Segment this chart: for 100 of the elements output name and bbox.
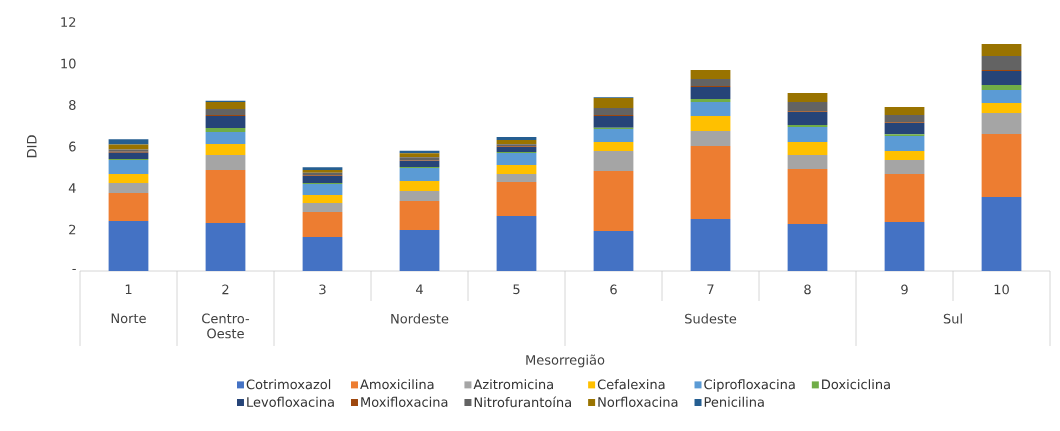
bar (787, 155, 828, 169)
legend-label: Moxifloxacina (361, 396, 448, 407)
bar (981, 85, 1022, 91)
bar (399, 190, 440, 202)
legend-label: Penicilina (704, 396, 764, 407)
bar (884, 174, 925, 223)
bar (593, 141, 634, 152)
legend-label: Cotrimoxazol (246, 379, 331, 390)
bar (593, 129, 634, 142)
y-tick-label: 6 (69, 141, 76, 152)
text: Nordeste (391, 313, 449, 324)
text: Sudeste (685, 313, 737, 324)
x-tick-label: 4 (416, 284, 423, 295)
bar (981, 56, 1022, 70)
y-tick-label: - (72, 268, 76, 270)
text: Norte (111, 313, 146, 324)
bar (205, 131, 246, 145)
bar (981, 134, 1022, 197)
x-tick-label: 6 (610, 284, 617, 295)
y-axis-title: DID (26, 135, 37, 158)
bar (593, 97, 634, 108)
bar (884, 159, 925, 175)
bar (884, 107, 925, 115)
y-tick-label: 4 (68, 183, 76, 193)
bar (884, 222, 925, 271)
bar (884, 114, 925, 123)
bar (593, 107, 634, 115)
bar (787, 92, 828, 103)
text: Centro-Oeste (202, 313, 250, 339)
bar (496, 140, 537, 145)
bar (399, 168, 440, 181)
bar (690, 146, 731, 219)
legend-label: Ciprofloxacina (704, 379, 795, 392)
bar (981, 196, 1022, 271)
y-tick-label: 2 (69, 224, 76, 235)
bar (399, 153, 440, 158)
bar (205, 128, 246, 132)
x-tick-label: 9 (901, 284, 908, 295)
bar (302, 212, 343, 237)
bar (399, 201, 440, 230)
bar (981, 90, 1022, 103)
bar (593, 170, 634, 231)
x-tick-label: 2 (222, 284, 229, 295)
bar (302, 175, 343, 184)
bar (690, 218, 731, 271)
bar (108, 159, 149, 175)
bar (302, 195, 343, 203)
bar (496, 136, 537, 141)
bar (399, 161, 440, 168)
bar (690, 69, 731, 80)
bar (205, 223, 246, 271)
bar (981, 43, 1022, 57)
bar (108, 192, 149, 221)
bar (690, 98, 731, 103)
legend-label: Cefalexina (597, 379, 665, 390)
y-tick-label: 8 (69, 100, 76, 110)
bar (593, 116, 634, 128)
bar (205, 169, 246, 224)
x-tick-label: 1 (125, 284, 132, 295)
bar (981, 102, 1022, 114)
x-tick-label: 10 (994, 284, 1009, 295)
bar (690, 79, 731, 86)
bar (205, 144, 246, 155)
bar (884, 135, 925, 152)
legend-label: Norfloxacina (598, 396, 678, 407)
legend-label: Azitromicina (473, 379, 553, 390)
bar (496, 146, 537, 152)
y-tick-label: 10 (61, 58, 76, 69)
text: Sul (943, 313, 962, 324)
bar (981, 70, 1022, 86)
bar (205, 108, 246, 115)
x-tick-label: 5 (513, 284, 520, 295)
bar (108, 144, 149, 150)
bar (787, 168, 828, 224)
legend-label: Nitrofurantoína (474, 396, 571, 408)
bar (787, 124, 828, 127)
bar (593, 230, 634, 271)
bar (690, 102, 731, 116)
bar (496, 152, 537, 165)
y-tick-label: 12 (61, 17, 76, 27)
bar (108, 174, 149, 184)
x-tick-label: 8 (804, 284, 811, 295)
bar (884, 123, 925, 135)
bar (496, 216, 537, 271)
bar (787, 102, 828, 112)
bar (690, 130, 731, 147)
bar (787, 141, 828, 155)
x-tick-label: 3 (319, 284, 326, 295)
bar (690, 86, 731, 99)
x-axis-title: Mesorregião (526, 354, 605, 368)
legend-label: Amoxicilina (360, 379, 434, 390)
bar (496, 181, 537, 217)
bar (884, 151, 925, 160)
bar (205, 116, 246, 129)
bar (302, 202, 343, 213)
bar (399, 229, 440, 271)
bar (108, 152, 149, 159)
legend-label: Doxiciclina (822, 379, 890, 390)
bar (399, 180, 440, 191)
bar (981, 113, 1022, 135)
